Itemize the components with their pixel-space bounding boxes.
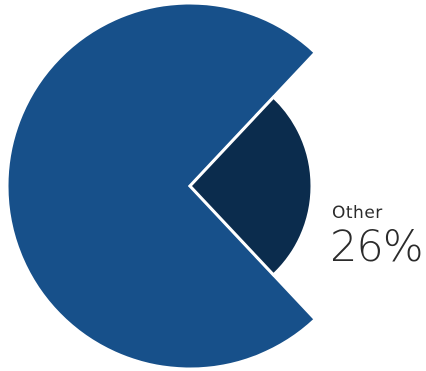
pie-slices: [5, 1, 318, 371]
other-slice-label: Other: [332, 203, 383, 223]
pie-slice-other: [187, 94, 314, 278]
other-slice-percentage: 26%: [330, 222, 424, 272]
pie-slice-main: [5, 1, 318, 371]
